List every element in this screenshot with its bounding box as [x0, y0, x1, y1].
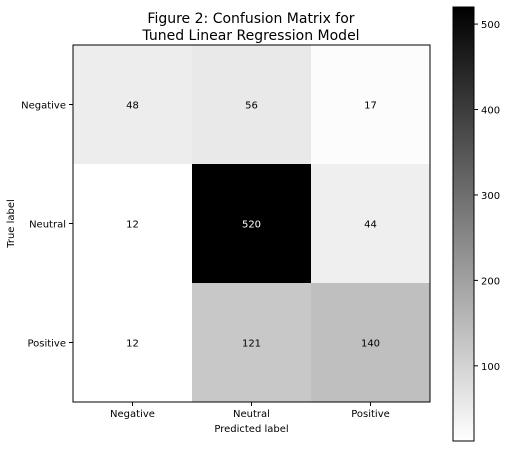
cell-value-label: 44: [364, 220, 377, 231]
cell-value-label: 520: [242, 220, 261, 231]
colorbar-tick-label: 100: [481, 362, 500, 373]
y-tick-label: Positive: [27, 339, 66, 350]
x-tick-label: Positive: [351, 409, 390, 420]
heatmap-cell: [192, 164, 311, 283]
cell-value-label: 12: [126, 220, 139, 231]
chart-title-line-2: Tuned Linear Regression Model: [141, 28, 359, 44]
heatmap-cells: [73, 45, 430, 402]
colorbar: [452, 6, 475, 442]
cell-value-label: 12: [126, 339, 139, 350]
y-tick-label: Neutral: [29, 220, 66, 231]
colorbar-tick-label: 200: [481, 276, 500, 287]
heatmap-cell: [73, 164, 192, 283]
heatmap-cell: [311, 45, 430, 164]
cell-value-label: 17: [364, 101, 377, 112]
heatmap-cell: [311, 164, 430, 283]
cell-value-label: 48: [126, 101, 139, 112]
x-axis-ticks: Negative Neutral Positive: [110, 402, 390, 420]
colorbar-tick-label: 500: [481, 20, 500, 31]
heatmap-cell-labels: 48 56 17 12 520 44 12 121 140: [126, 101, 380, 350]
y-axis-ticks: Negative Neutral Positive: [21, 101, 73, 350]
x-tick-label: Negative: [110, 409, 155, 420]
heatmap-cell: [192, 45, 311, 164]
x-axis-label: Predicted label: [214, 424, 288, 435]
y-axis-label: True label: [6, 199, 17, 249]
heatmap-cell: [192, 283, 311, 402]
cell-value-label: 140: [361, 339, 380, 350]
heatmap-cell: [73, 45, 192, 164]
heatmap-cell: [311, 283, 430, 402]
colorbar-ticks: 100 200 300 400 500: [474, 20, 500, 373]
chart-title-line-1: Figure 2: Confusion Matrix for: [147, 11, 354, 27]
colorbar-tick-label: 400: [481, 106, 500, 117]
cell-value-label: 56: [245, 101, 258, 112]
cell-value-label: 121: [242, 339, 261, 350]
y-tick-label: Negative: [21, 101, 66, 112]
x-tick-label: Neutral: [233, 409, 270, 420]
heatmap-cell: [73, 283, 192, 402]
colorbar-tick-label: 300: [481, 191, 500, 202]
